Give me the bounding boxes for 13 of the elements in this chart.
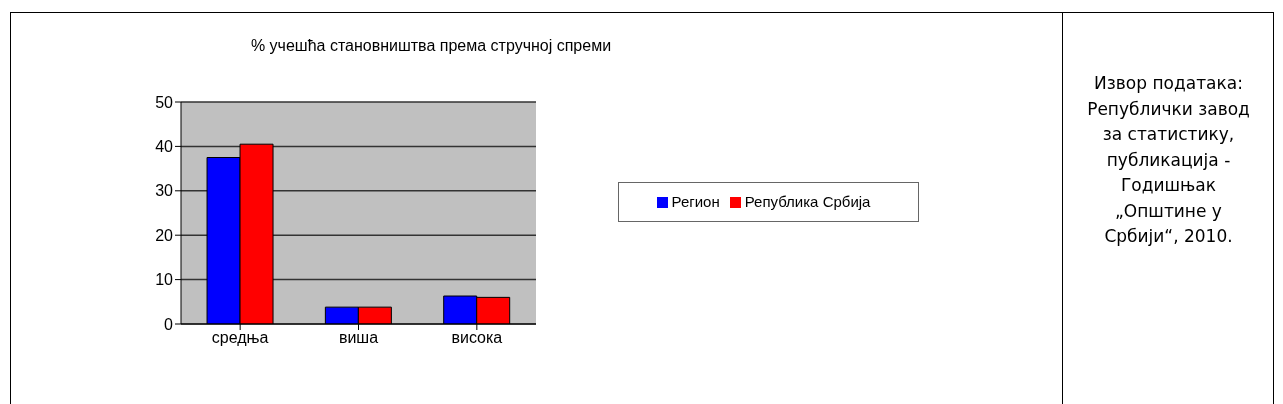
x-tick-label: виша <box>338 329 379 347</box>
chart-title: % учешћа становништва према стручној спреми <box>249 37 613 55</box>
y-tick-label: 20 <box>155 226 174 244</box>
x-tick-label: висока <box>451 329 503 347</box>
text: Извор података: Републички завод за статистику, публикација - Годишњак „Општине у Србији“, 2010. <box>1086 72 1251 249</box>
legend-label: Регион <box>671 193 720 210</box>
y-tick-label: 0 <box>164 315 174 333</box>
x-tick-label: средња <box>211 329 269 347</box>
y-tick-label: 40 <box>155 138 174 156</box>
y-tick-label: 50 <box>155 93 174 111</box>
legend-label: Република Србија <box>744 193 871 210</box>
y-tick-label: 10 <box>155 271 174 289</box>
y-tick-label: 30 <box>155 182 174 200</box>
